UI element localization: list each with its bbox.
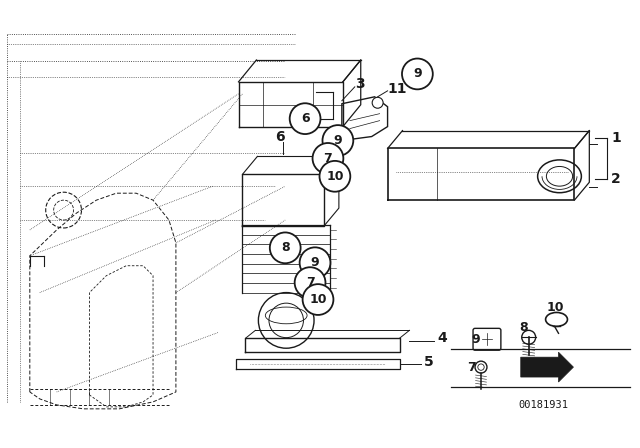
Text: 10: 10 xyxy=(547,301,564,314)
Text: 9: 9 xyxy=(413,68,422,81)
Text: 4: 4 xyxy=(437,331,447,345)
Circle shape xyxy=(319,161,350,192)
Circle shape xyxy=(475,361,487,373)
Text: 8: 8 xyxy=(281,241,289,254)
Text: 7: 7 xyxy=(306,276,314,289)
Text: 5: 5 xyxy=(424,355,434,369)
Circle shape xyxy=(312,143,343,174)
Circle shape xyxy=(372,97,383,108)
Text: 10: 10 xyxy=(326,170,344,183)
Circle shape xyxy=(290,103,321,134)
Text: 9: 9 xyxy=(333,134,342,147)
Circle shape xyxy=(402,59,433,89)
Text: 3: 3 xyxy=(355,77,364,91)
Circle shape xyxy=(300,247,330,278)
Text: 7: 7 xyxy=(324,152,332,165)
Text: 9: 9 xyxy=(471,333,480,346)
Text: 6: 6 xyxy=(275,129,285,143)
Circle shape xyxy=(294,267,326,298)
Text: 11: 11 xyxy=(388,82,407,96)
Circle shape xyxy=(323,125,353,156)
Text: 9: 9 xyxy=(310,256,319,269)
Text: 6: 6 xyxy=(301,112,309,125)
Circle shape xyxy=(303,284,333,315)
Text: 2: 2 xyxy=(611,172,621,186)
Polygon shape xyxy=(521,352,573,382)
Text: 10: 10 xyxy=(309,293,327,306)
Text: 7: 7 xyxy=(467,361,476,374)
Text: 00181931: 00181931 xyxy=(518,400,568,410)
Circle shape xyxy=(270,233,301,263)
Text: 1: 1 xyxy=(611,131,621,145)
Text: 8: 8 xyxy=(519,321,527,334)
